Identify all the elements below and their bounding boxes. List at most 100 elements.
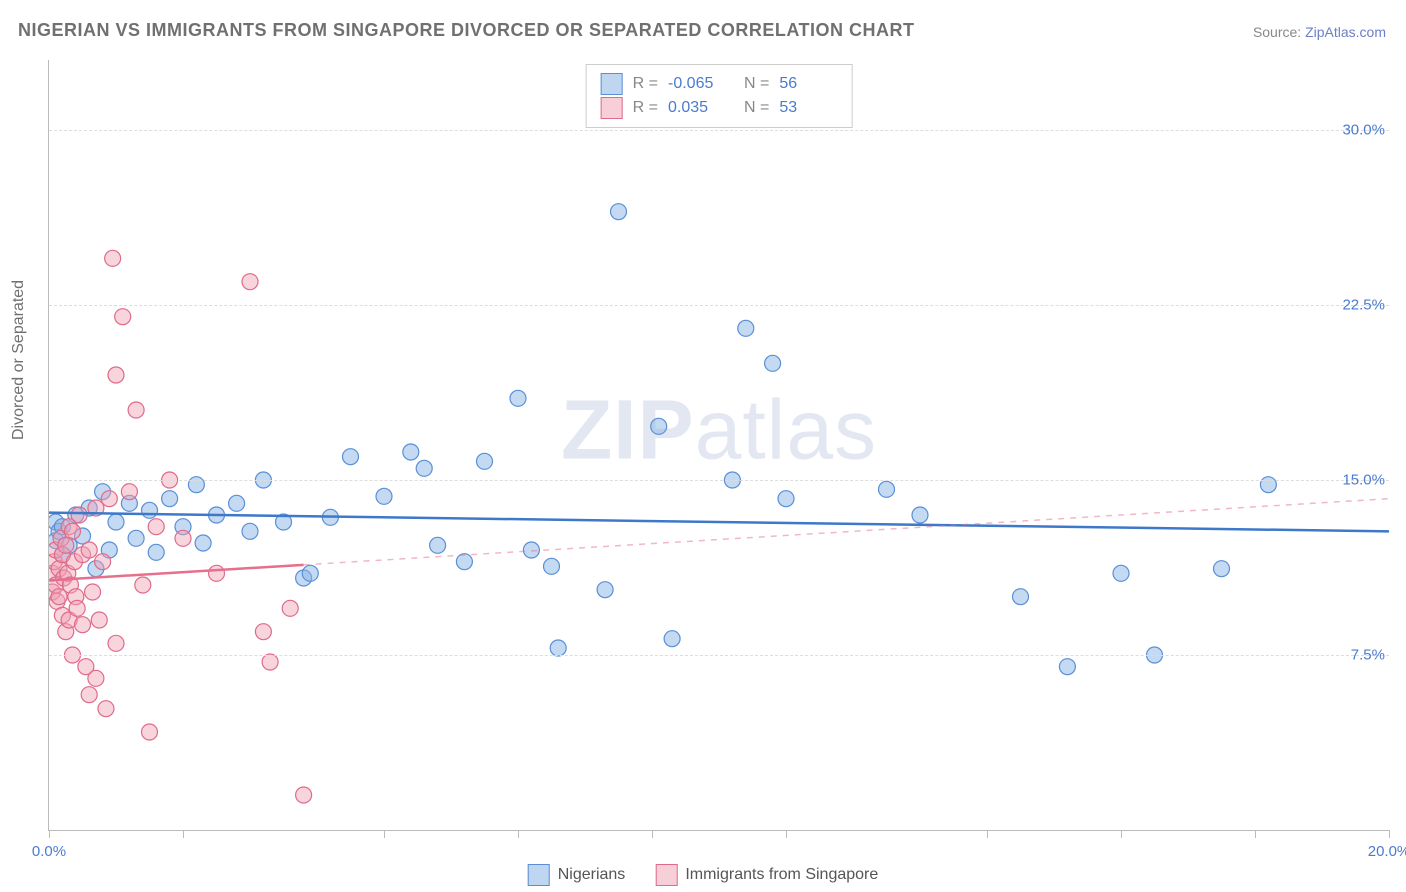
data-point <box>430 537 446 553</box>
y-tick-label: 15.0% <box>1342 472 1391 489</box>
data-point <box>262 654 278 670</box>
chart-title: NIGERIAN VS IMMIGRANTS FROM SINGAPORE DI… <box>18 20 915 41</box>
data-point <box>128 402 144 418</box>
data-point <box>142 724 158 740</box>
data-point <box>651 418 667 434</box>
data-point <box>108 635 124 651</box>
data-point <box>1059 659 1075 675</box>
data-point <box>376 488 392 504</box>
data-point <box>510 390 526 406</box>
x-tick <box>183 830 184 838</box>
data-point <box>1013 589 1029 605</box>
stat-r-value: 0.035 <box>668 99 726 117</box>
stat-n-label: N = <box>744 75 769 93</box>
x-tick <box>1255 830 1256 838</box>
data-point <box>108 514 124 530</box>
data-point <box>664 631 680 647</box>
x-tick <box>384 830 385 838</box>
data-point <box>121 484 137 500</box>
data-point <box>115 309 131 325</box>
data-point <box>296 787 312 803</box>
data-point <box>81 542 97 558</box>
source-label: Source: ZipAtlas.com <box>1253 24 1386 40</box>
chart-container: NIGERIAN VS IMMIGRANTS FROM SINGAPORE DI… <box>0 0 1406 892</box>
x-tick <box>786 830 787 838</box>
source-link[interactable]: ZipAtlas.com <box>1305 24 1386 40</box>
x-tick <box>1389 830 1390 838</box>
legend-swatch <box>601 97 623 119</box>
data-point <box>597 582 613 598</box>
legend-label: Nigerians <box>558 866 626 884</box>
legend-item: Nigerians <box>528 864 626 886</box>
data-point <box>550 640 566 656</box>
data-point <box>142 502 158 518</box>
data-point <box>912 507 928 523</box>
data-point <box>88 670 104 686</box>
data-point <box>302 565 318 581</box>
data-point <box>128 530 144 546</box>
gridline-h <box>49 305 1389 306</box>
data-point <box>1113 565 1129 581</box>
data-point <box>879 481 895 497</box>
y-axis-label: Divorced or Separated <box>10 280 28 440</box>
stat-r-label: R = <box>633 99 658 117</box>
trend-line <box>49 565 304 581</box>
legend-stats-row: R = 0.035 N = 53 <box>601 97 838 119</box>
data-point <box>416 460 432 476</box>
legend-series: Nigerians Immigrants from Singapore <box>528 864 879 886</box>
data-point <box>64 523 80 539</box>
legend-swatch <box>655 864 677 886</box>
data-point <box>477 453 493 469</box>
stat-n-value: 56 <box>779 75 837 93</box>
y-tick-label: 22.5% <box>1342 297 1391 314</box>
data-point <box>101 491 117 507</box>
data-point <box>255 624 271 640</box>
data-point <box>148 544 164 560</box>
data-point <box>162 491 178 507</box>
x-tick <box>518 830 519 838</box>
y-tick-label: 30.0% <box>1342 122 1391 139</box>
x-tick <box>652 830 653 838</box>
data-point <box>95 554 111 570</box>
stat-n-label: N = <box>744 99 769 117</box>
plot-area: ZIPatlas R = -0.065 N = 56 R = 0.035 N =… <box>48 60 1389 831</box>
data-point <box>105 250 121 266</box>
data-point <box>71 507 87 523</box>
legend-stats: R = -0.065 N = 56 R = 0.035 N = 53 <box>586 64 853 128</box>
data-point <box>1214 561 1230 577</box>
data-point <box>135 577 151 593</box>
legend-item: Immigrants from Singapore <box>655 864 878 886</box>
data-point <box>765 355 781 371</box>
gridline-h <box>49 480 1389 481</box>
x-tick <box>987 830 988 838</box>
data-point <box>544 558 560 574</box>
gridline-h <box>49 130 1389 131</box>
data-point <box>81 687 97 703</box>
y-tick-label: 7.5% <box>1351 647 1391 664</box>
stat-r-value: -0.065 <box>668 75 726 93</box>
plot-svg <box>49 60 1389 830</box>
legend-stats-row: R = -0.065 N = 56 <box>601 73 838 95</box>
data-point <box>403 444 419 460</box>
data-point <box>738 320 754 336</box>
data-point <box>282 600 298 616</box>
stat-r-label: R = <box>633 75 658 93</box>
legend-swatch <box>601 73 623 95</box>
data-point <box>209 565 225 581</box>
data-point <box>343 449 359 465</box>
x-tick <box>1121 830 1122 838</box>
legend-label: Immigrants from Singapore <box>685 866 878 884</box>
data-point <box>611 204 627 220</box>
x-tick-label: 20.0% <box>1368 843 1406 860</box>
stat-n-value: 53 <box>779 99 837 117</box>
data-point <box>229 495 245 511</box>
data-point <box>195 535 211 551</box>
legend-swatch <box>528 864 550 886</box>
data-point <box>778 491 794 507</box>
data-point <box>85 584 101 600</box>
data-point <box>175 530 191 546</box>
data-point <box>456 554 472 570</box>
data-point <box>69 600 85 616</box>
data-point <box>242 274 258 290</box>
gridline-h <box>49 655 1389 656</box>
